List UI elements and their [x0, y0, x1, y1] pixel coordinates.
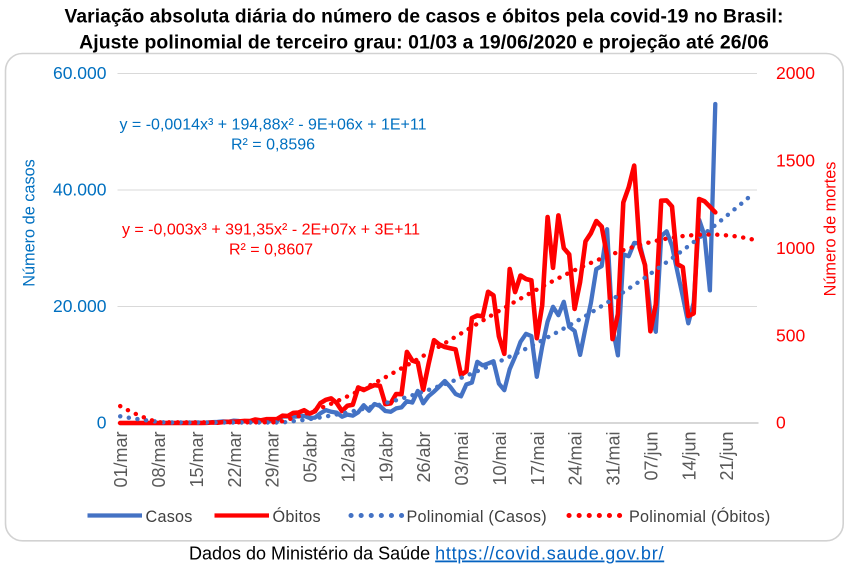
- svg-text:10/mai: 10/mai: [490, 432, 510, 486]
- svg-text:40.000: 40.000: [53, 180, 107, 200]
- svg-text:08/mar: 08/mar: [149, 432, 169, 488]
- svg-text:Variação absoluta diária do nú: Variação absoluta diária do número de ca…: [65, 7, 784, 28]
- svg-text:05/abr: 05/abr: [301, 432, 321, 483]
- svg-text:2000: 2000: [776, 63, 815, 83]
- svg-text:Polinomial (Óbitos): Polinomial (Óbitos): [629, 507, 771, 526]
- svg-text:Ajuste polinomial de terceiro: Ajuste polinomial de terceiro grau: 01/0…: [79, 32, 769, 54]
- svg-text:01/mar: 01/mar: [111, 432, 131, 488]
- svg-text:15/mar: 15/mar: [187, 432, 207, 488]
- svg-text:0: 0: [97, 413, 107, 433]
- svg-text:Número de mortes: Número de mortes: [822, 162, 840, 297]
- svg-text:60.000: 60.000: [53, 63, 107, 83]
- svg-text:y = -0,0014x³ + 194,88x² - 9E+: y = -0,0014x³ + 194,88x² - 9E+06x + 1E+1…: [119, 117, 426, 134]
- svg-text:22/mar: 22/mar: [225, 432, 245, 488]
- svg-text:Número de casos: Número de casos: [21, 159, 39, 287]
- svg-text:Dados do Ministério da Saúde h: Dados do Ministério da Saúde https://cov…: [189, 544, 664, 564]
- svg-text:19/abr: 19/abr: [376, 432, 396, 483]
- svg-text:17/mai: 17/mai: [528, 432, 548, 486]
- svg-text:07/jun: 07/jun: [641, 432, 661, 481]
- svg-text:Óbitos: Óbitos: [273, 507, 321, 526]
- svg-text:29/mar: 29/mar: [263, 432, 283, 488]
- svg-text:20.000: 20.000: [53, 296, 107, 316]
- svg-text:R² = 0,8607: R² = 0,8607: [229, 242, 313, 259]
- svg-text:26/abr: 26/abr: [414, 432, 434, 483]
- svg-text:21/jun: 21/jun: [717, 432, 737, 481]
- svg-text:12/abr: 12/abr: [338, 432, 358, 483]
- svg-text:Casos: Casos: [146, 508, 193, 526]
- svg-text:1500: 1500: [776, 151, 815, 171]
- svg-text:Polinomial (Casos): Polinomial (Casos): [407, 508, 547, 526]
- svg-text:31/mai: 31/mai: [604, 432, 624, 486]
- svg-text:24/mai: 24/mai: [566, 432, 586, 486]
- svg-text:1000: 1000: [776, 238, 815, 258]
- svg-text:500: 500: [776, 325, 805, 345]
- svg-text:14/jun: 14/jun: [679, 432, 699, 481]
- svg-text:y = -0,003x³ + 391,35x² - 2E+0: y = -0,003x³ + 391,35x² - 2E+07x + 3E+11: [122, 222, 420, 239]
- svg-text:R² = 0,8596: R² = 0,8596: [231, 137, 315, 154]
- svg-text:0: 0: [776, 413, 786, 433]
- svg-text:03/mai: 03/mai: [452, 432, 472, 486]
